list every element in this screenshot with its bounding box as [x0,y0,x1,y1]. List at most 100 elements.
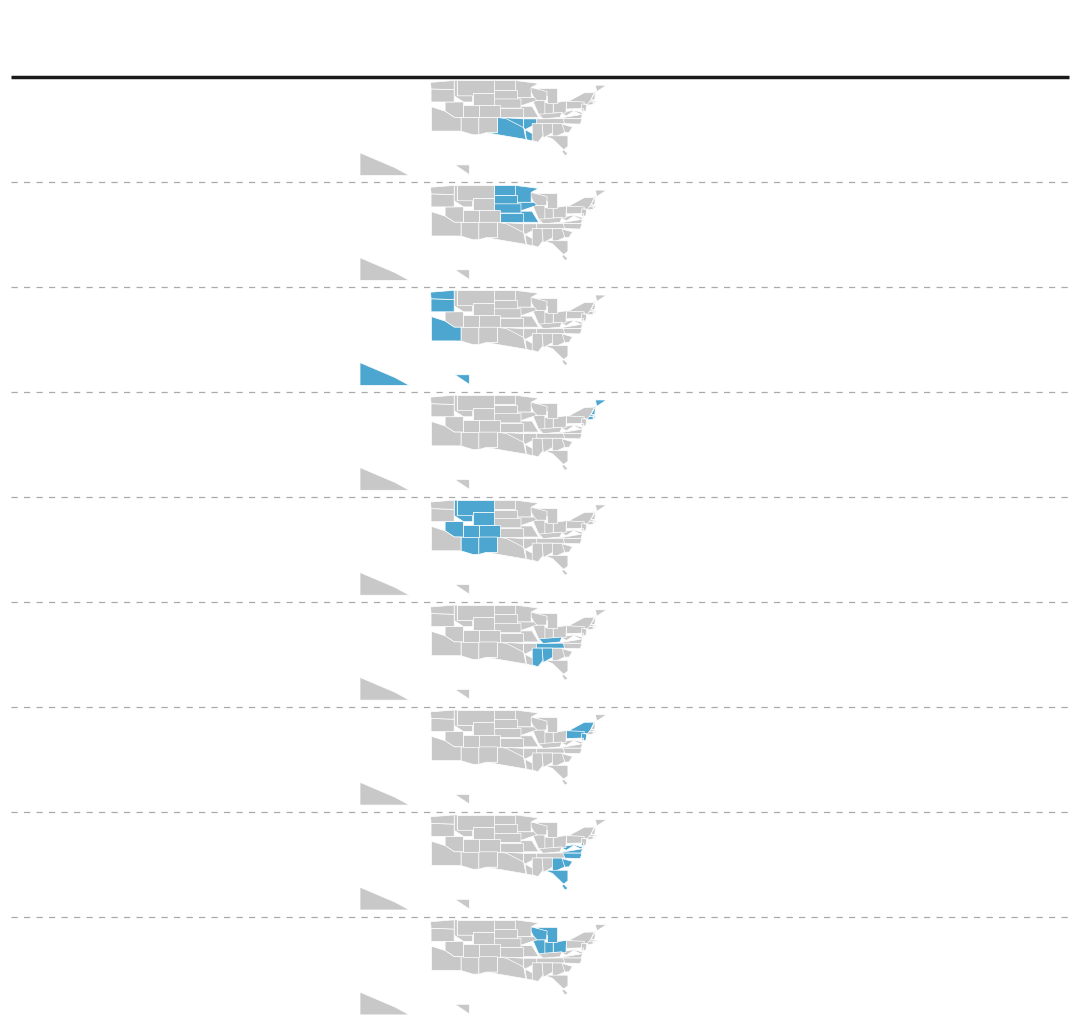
Polygon shape [515,501,539,517]
Polygon shape [525,445,541,457]
Polygon shape [557,752,572,763]
Polygon shape [588,204,599,206]
Polygon shape [495,510,517,519]
Polygon shape [591,407,595,415]
Polygon shape [495,299,517,309]
Polygon shape [478,105,500,118]
Polygon shape [519,106,539,118]
Polygon shape [582,208,586,217]
Polygon shape [539,742,562,748]
Polygon shape [478,222,498,239]
Polygon shape [432,632,461,655]
Polygon shape [551,753,565,767]
Polygon shape [473,617,495,630]
Polygon shape [478,524,500,537]
Polygon shape [486,642,526,665]
Polygon shape [544,870,568,890]
Polygon shape [455,269,470,280]
Polygon shape [582,419,586,426]
Polygon shape [528,716,548,730]
Polygon shape [473,302,495,315]
Polygon shape [581,948,583,953]
Polygon shape [537,748,565,753]
Polygon shape [431,613,455,626]
Polygon shape [582,943,586,950]
Polygon shape [519,212,539,222]
Polygon shape [486,222,526,245]
Polygon shape [461,957,478,974]
Polygon shape [553,206,566,218]
Polygon shape [517,517,537,526]
Polygon shape [517,727,537,736]
Polygon shape [432,841,461,866]
Polygon shape [532,333,543,352]
Polygon shape [431,509,455,521]
Polygon shape [556,954,582,958]
Polygon shape [528,192,548,205]
Polygon shape [528,926,548,940]
Polygon shape [500,633,523,642]
Polygon shape [478,630,500,642]
Polygon shape [463,735,478,747]
Polygon shape [591,616,595,624]
Polygon shape [525,130,541,142]
Polygon shape [500,947,523,957]
Polygon shape [588,102,593,105]
Polygon shape [539,322,562,329]
Polygon shape [455,605,473,626]
Polygon shape [542,439,553,453]
Polygon shape [486,537,526,559]
Polygon shape [525,340,541,352]
Polygon shape [551,648,565,663]
Polygon shape [500,108,523,118]
Polygon shape [473,722,495,735]
Polygon shape [532,648,543,667]
Polygon shape [588,519,599,521]
Polygon shape [473,408,495,420]
Polygon shape [532,439,543,457]
Polygon shape [595,925,607,931]
Polygon shape [478,537,498,554]
Polygon shape [557,543,572,552]
Polygon shape [524,644,538,654]
Polygon shape [553,731,566,743]
Polygon shape [595,400,607,407]
Polygon shape [542,753,553,768]
Polygon shape [473,198,495,209]
Polygon shape [461,432,478,450]
Polygon shape [556,429,582,433]
Polygon shape [569,198,594,209]
Polygon shape [544,555,568,575]
Polygon shape [495,938,521,947]
Polygon shape [495,501,515,510]
Polygon shape [500,738,523,747]
Polygon shape [537,958,565,963]
Polygon shape [591,512,595,519]
Polygon shape [445,521,463,537]
Polygon shape [432,212,461,236]
Polygon shape [457,395,495,411]
Polygon shape [556,848,582,853]
Polygon shape [432,421,461,446]
Polygon shape [559,529,575,536]
Polygon shape [559,844,575,850]
Polygon shape [519,421,539,432]
Polygon shape [455,395,473,417]
Polygon shape [360,992,409,1014]
Polygon shape [556,534,582,539]
Polygon shape [431,80,455,90]
Polygon shape [569,617,594,630]
Polygon shape [557,647,572,657]
Polygon shape [539,533,562,539]
Polygon shape [498,537,524,547]
Polygon shape [591,721,595,730]
Polygon shape [455,1004,470,1013]
Polygon shape [589,197,595,204]
Polygon shape [461,327,478,345]
Polygon shape [495,90,517,99]
Polygon shape [595,715,607,721]
Polygon shape [463,315,478,327]
Polygon shape [569,722,594,734]
Polygon shape [537,328,565,333]
Polygon shape [542,124,553,138]
